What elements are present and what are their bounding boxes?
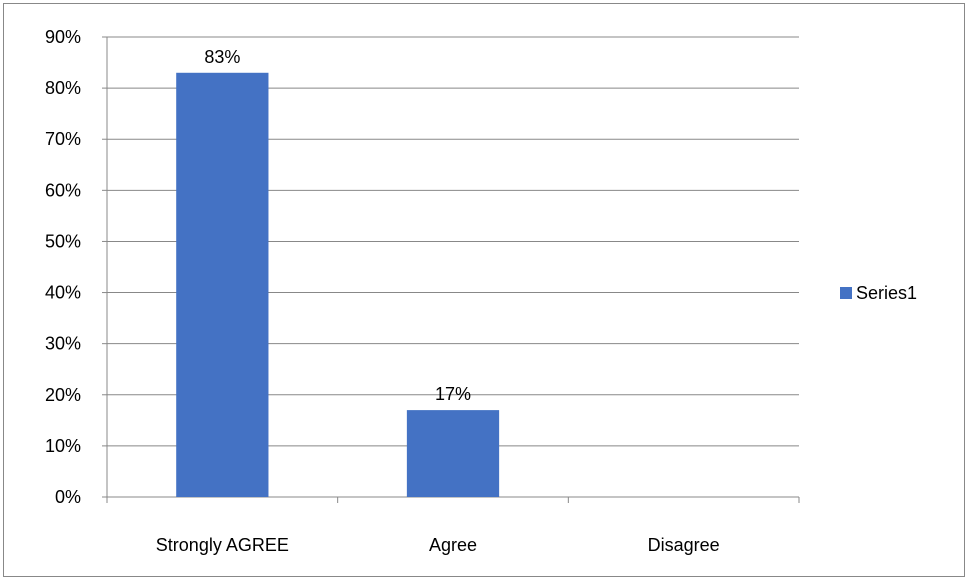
y-tick-label: 0% bbox=[55, 487, 81, 507]
x-tick-label: Disagree bbox=[648, 535, 720, 555]
bar bbox=[406, 410, 500, 497]
data-labels: 83% 17% bbox=[204, 47, 471, 404]
y-tick-label: 50% bbox=[45, 231, 81, 251]
bar bbox=[176, 72, 269, 498]
data-label: 17% bbox=[435, 384, 471, 404]
x-axis: Strongly AGREE Agree Disagree bbox=[106, 496, 800, 555]
y-tick-label: 80% bbox=[45, 78, 81, 98]
y-tick-label: 30% bbox=[45, 334, 81, 354]
y-tick-label: 40% bbox=[45, 283, 81, 303]
x-tick-label: Agree bbox=[429, 535, 477, 555]
y-tick-label: 60% bbox=[45, 180, 81, 200]
y-tick-label: 20% bbox=[45, 385, 81, 405]
x-tick-label: Strongly AGREE bbox=[156, 535, 289, 555]
data-label: 83% bbox=[204, 47, 240, 67]
y-tick-label: 90% bbox=[45, 27, 81, 47]
y-tick-label: 10% bbox=[45, 436, 81, 456]
bars bbox=[176, 72, 500, 498]
y-axis: 0% 10% 20% 30% 40% 50% 60% 70% 80% 90% bbox=[45, 27, 108, 507]
legend: Series1 bbox=[840, 283, 917, 303]
legend-label-series1: Series1 bbox=[856, 283, 917, 303]
y-tick-label: 70% bbox=[45, 129, 81, 149]
legend-swatch-series1 bbox=[840, 287, 852, 299]
